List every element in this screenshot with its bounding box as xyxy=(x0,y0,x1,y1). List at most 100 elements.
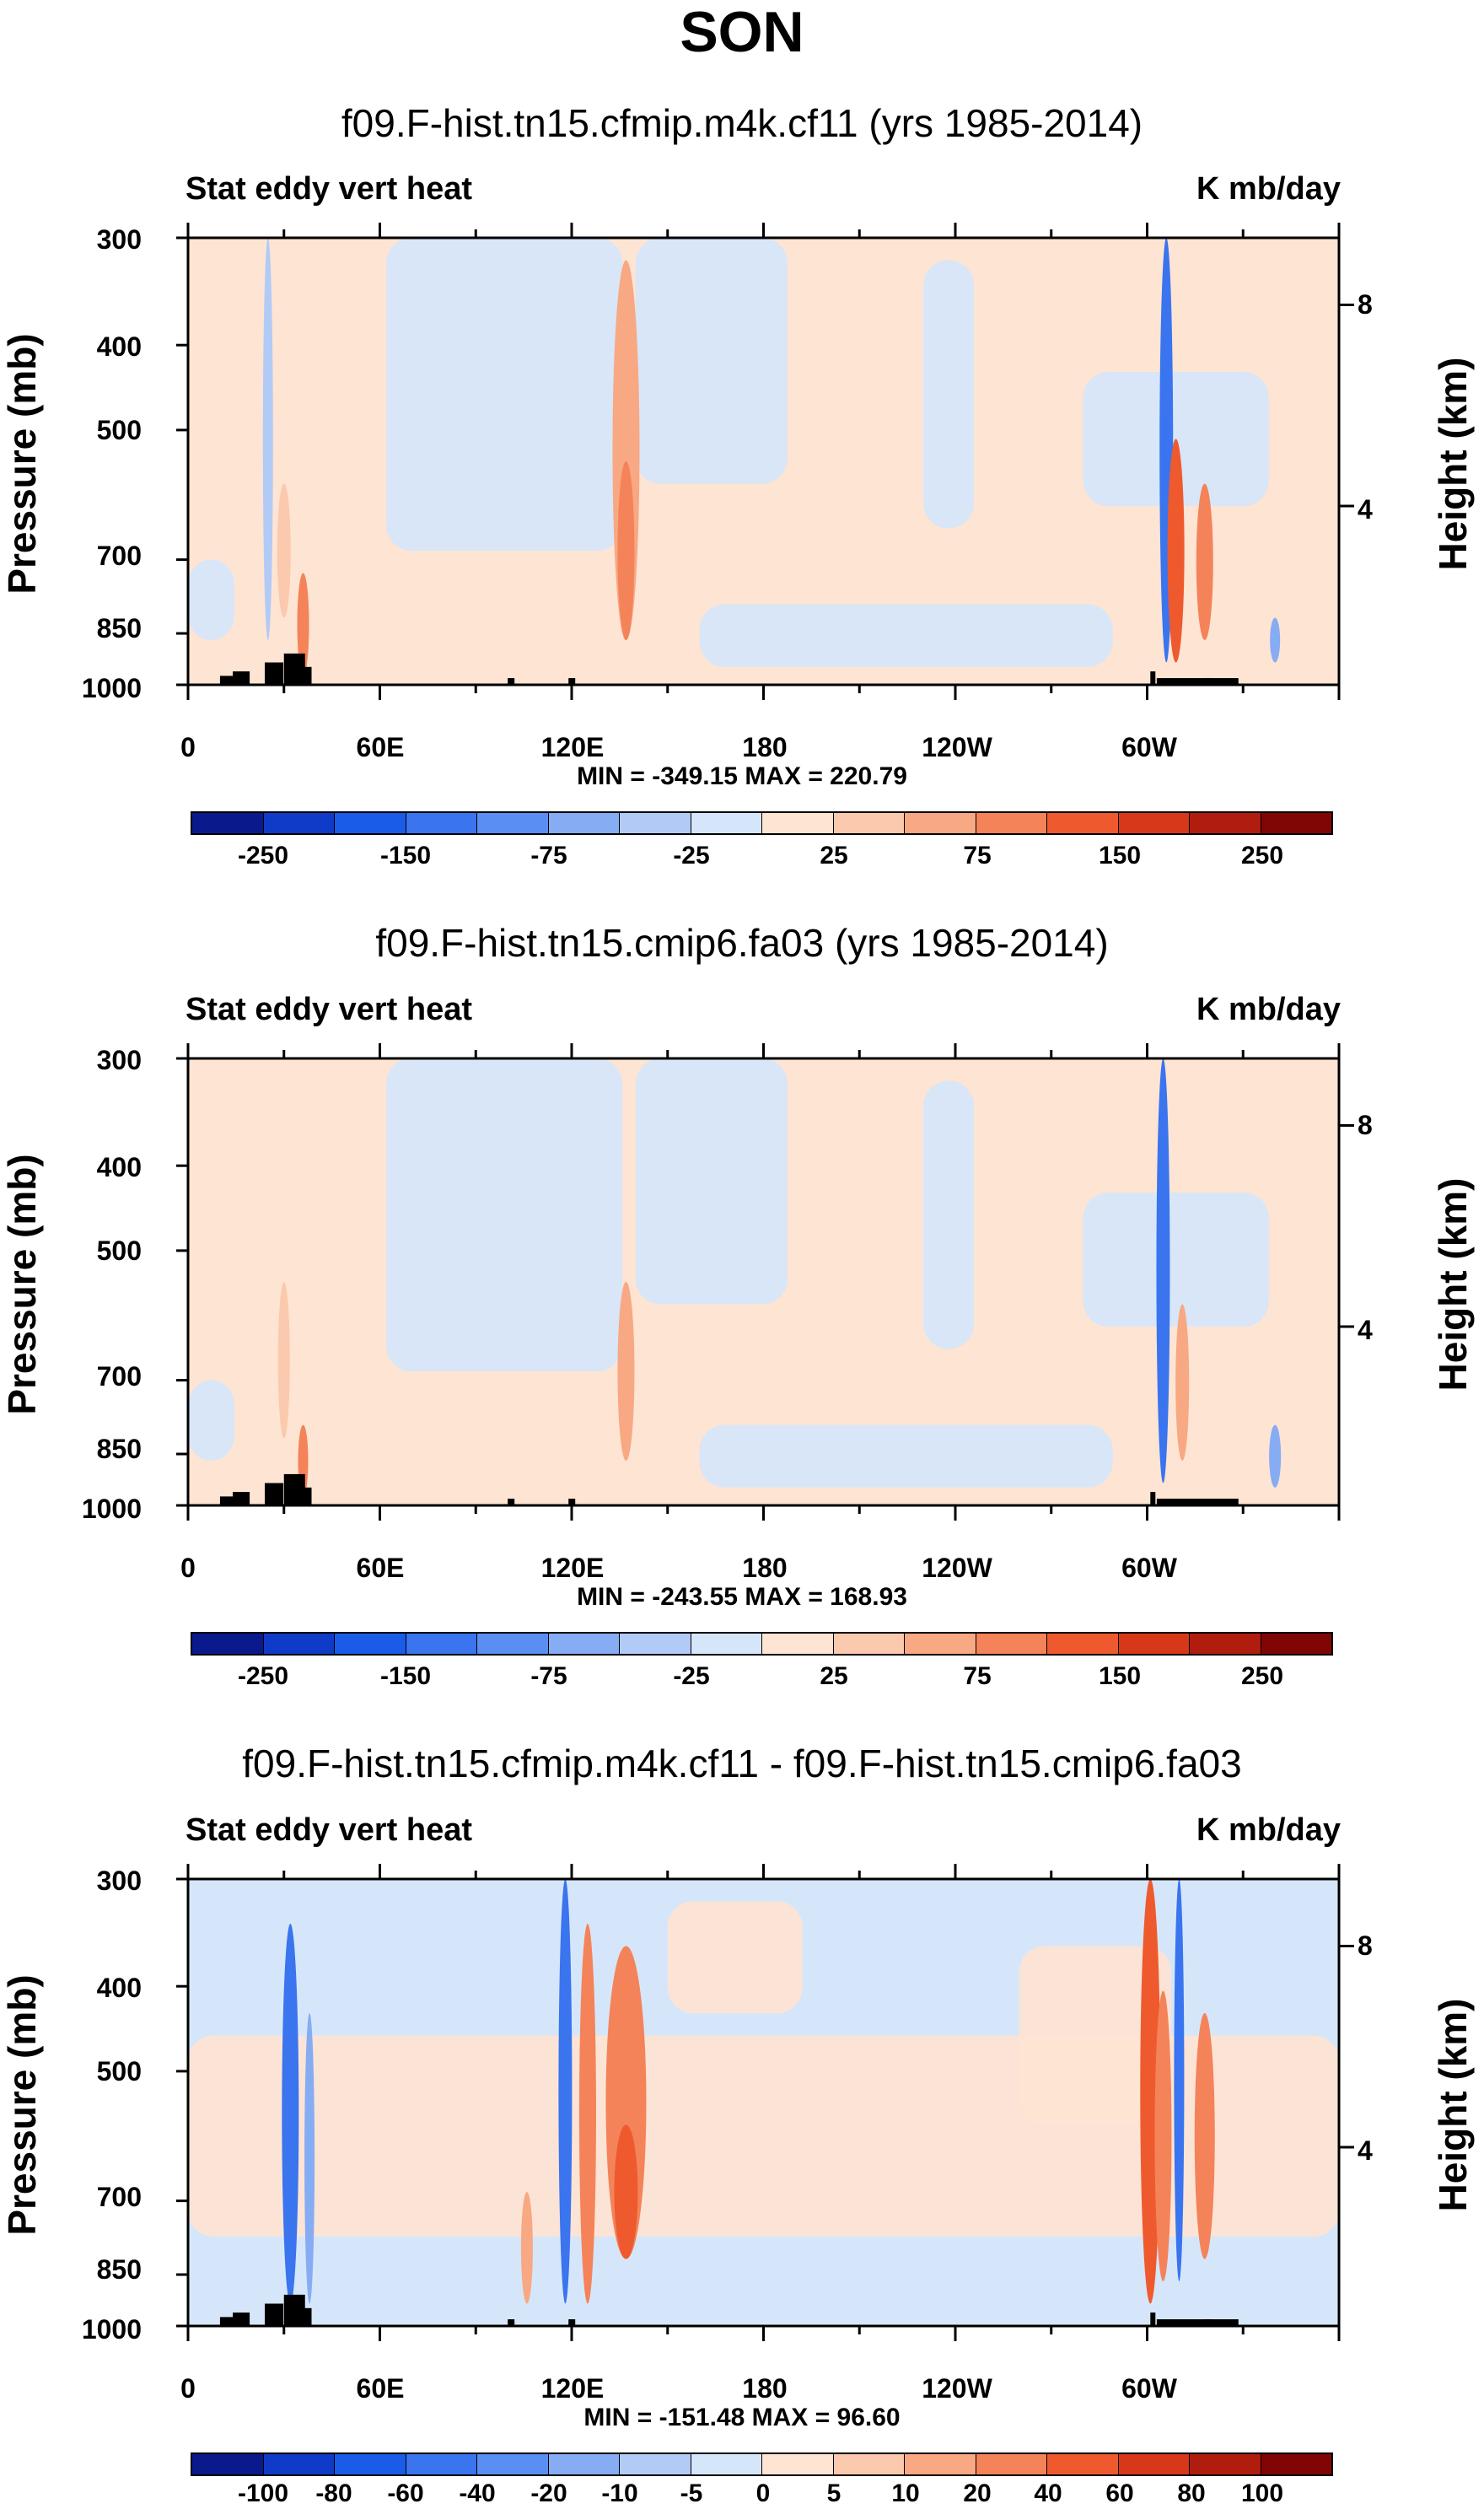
y-tick-label: 300 xyxy=(96,1866,142,1896)
colorbar-label: 150 xyxy=(1098,842,1142,870)
y-tick-label: 700 xyxy=(96,2182,142,2212)
contour-feature xyxy=(558,1879,573,2304)
height-tick-label: 4 xyxy=(1358,494,1373,525)
colorbar-swatch xyxy=(406,1634,477,1654)
colorbar-swatch xyxy=(406,2454,477,2474)
colorbar-swatch xyxy=(335,2454,406,2474)
topography-mask xyxy=(1156,1499,1212,1506)
colorbar-swatch xyxy=(833,1634,905,1654)
colorbar-label: 20 xyxy=(963,2479,992,2507)
blue-region xyxy=(699,604,1113,667)
colorbar-swatch xyxy=(1190,813,1261,833)
height-tick-label: 8 xyxy=(1358,1110,1373,1140)
x-tick-label: 120E xyxy=(540,732,605,762)
y-tick-label: 850 xyxy=(96,613,142,643)
colorbar-label: -250 xyxy=(237,842,289,870)
x-tick-label: 60W xyxy=(1121,2373,1177,2404)
y-tick-label: 500 xyxy=(96,2056,142,2086)
colorbar-label: -250 xyxy=(237,1662,289,1690)
colorbar-swatch xyxy=(1118,1634,1190,1654)
contour-feature xyxy=(1175,1304,1190,1461)
contour-feature xyxy=(614,2124,638,2259)
colorbar-swatch xyxy=(1118,813,1190,833)
colorbar-label: -150 xyxy=(379,842,432,870)
blue-region xyxy=(1083,372,1269,506)
colorbar-label: -60 xyxy=(387,2479,424,2507)
peach-region xyxy=(667,1901,803,2013)
colorbar-swatch xyxy=(976,2454,1047,2474)
colorbar-label: -75 xyxy=(530,1662,567,1690)
topography-mask xyxy=(568,2319,576,2327)
contour-feature xyxy=(304,2013,315,2304)
colorbar-swatch xyxy=(548,2454,620,2474)
colorbar-swatch xyxy=(905,813,976,833)
colorbar-swatch xyxy=(620,2454,691,2474)
contour-feature xyxy=(282,1924,299,2304)
colorbar-label: -75 xyxy=(530,842,567,870)
colorbar-swatch xyxy=(1047,2454,1119,2474)
height-tick-label: 4 xyxy=(1358,2135,1373,2166)
colorbar-swatch xyxy=(192,813,264,833)
x-tick-label: 60W xyxy=(1121,1553,1177,1583)
x-tick-label: 60W xyxy=(1121,732,1177,762)
topography-mask xyxy=(1156,2319,1212,2327)
units-label: K mb/day xyxy=(1196,171,1341,207)
y-tick-label: 850 xyxy=(96,2254,142,2285)
y-tick-label: 850 xyxy=(96,1434,142,1464)
variable-label: Stat eddy vert heat xyxy=(186,171,472,207)
topography-mask xyxy=(283,653,305,686)
topography-mask xyxy=(508,2319,515,2327)
contour-feature xyxy=(1270,617,1281,663)
topography-mask xyxy=(508,678,515,686)
colorbar-swatch xyxy=(691,2454,762,2474)
colorbar-swatch xyxy=(406,813,477,833)
topography-mask xyxy=(265,2303,283,2327)
contour-feature xyxy=(617,461,635,640)
topography-mask xyxy=(283,2294,305,2327)
colorbar-swatch xyxy=(905,1634,976,1654)
colorbar-label: 100 xyxy=(1240,2479,1284,2507)
topography-mask xyxy=(233,2312,250,2327)
topography-mask xyxy=(233,1492,250,1506)
colorbar-swatch xyxy=(1190,2454,1261,2474)
y-tick-label: 500 xyxy=(96,1236,142,1266)
colorbar-label: 250 xyxy=(1240,842,1284,870)
height-tick-label: 8 xyxy=(1358,289,1373,320)
y-tick-label: 400 xyxy=(96,331,142,362)
x-tick-label: 180 xyxy=(742,2373,788,2404)
contour-feature xyxy=(277,1282,290,1439)
peach-region xyxy=(1019,1946,1171,2125)
colorbar-swatch xyxy=(1047,813,1119,833)
colorbar-swatch xyxy=(691,813,762,833)
colorbar-swatch xyxy=(976,1634,1047,1654)
figure-title: SON xyxy=(680,0,804,64)
y-tick-label: 1000 xyxy=(81,2314,142,2345)
blue-region xyxy=(699,1424,1113,1488)
colorbar-swatch xyxy=(762,2454,834,2474)
colorbar-label: 25 xyxy=(820,1662,848,1690)
colorbar-label: -25 xyxy=(673,842,710,870)
min-max-label: MIN = -243.55 MAX = 168.93 xyxy=(577,1583,907,1611)
colorbar xyxy=(191,811,1333,835)
colorbar-swatch xyxy=(1118,2454,1190,2474)
topography-mask xyxy=(1150,1492,1156,1506)
colorbar xyxy=(191,2452,1333,2476)
topography-mask xyxy=(265,1483,283,1506)
topography-mask xyxy=(303,2307,312,2327)
x-tick-label: 60E xyxy=(356,1553,405,1583)
colorbar-swatch xyxy=(477,2454,549,2474)
colorbar-swatch xyxy=(833,2454,905,2474)
colorbar-label: 5 xyxy=(826,2479,841,2507)
x-tick-label: 120W xyxy=(922,2373,992,2404)
colorbar-label: -10 xyxy=(601,2479,638,2507)
contour-feature xyxy=(297,573,309,676)
height-tick-label: 4 xyxy=(1358,1315,1373,1345)
colorbar-label: -150 xyxy=(379,1662,432,1690)
topography-mask xyxy=(1156,678,1212,686)
y-tick-label: 700 xyxy=(96,1361,142,1392)
units-label: K mb/day xyxy=(1196,1812,1341,1848)
contour-feature xyxy=(1269,1424,1282,1488)
topography-mask xyxy=(508,1499,515,1506)
contour-feature xyxy=(1154,1990,1172,2281)
colorbar-swatch xyxy=(1190,1634,1261,1654)
